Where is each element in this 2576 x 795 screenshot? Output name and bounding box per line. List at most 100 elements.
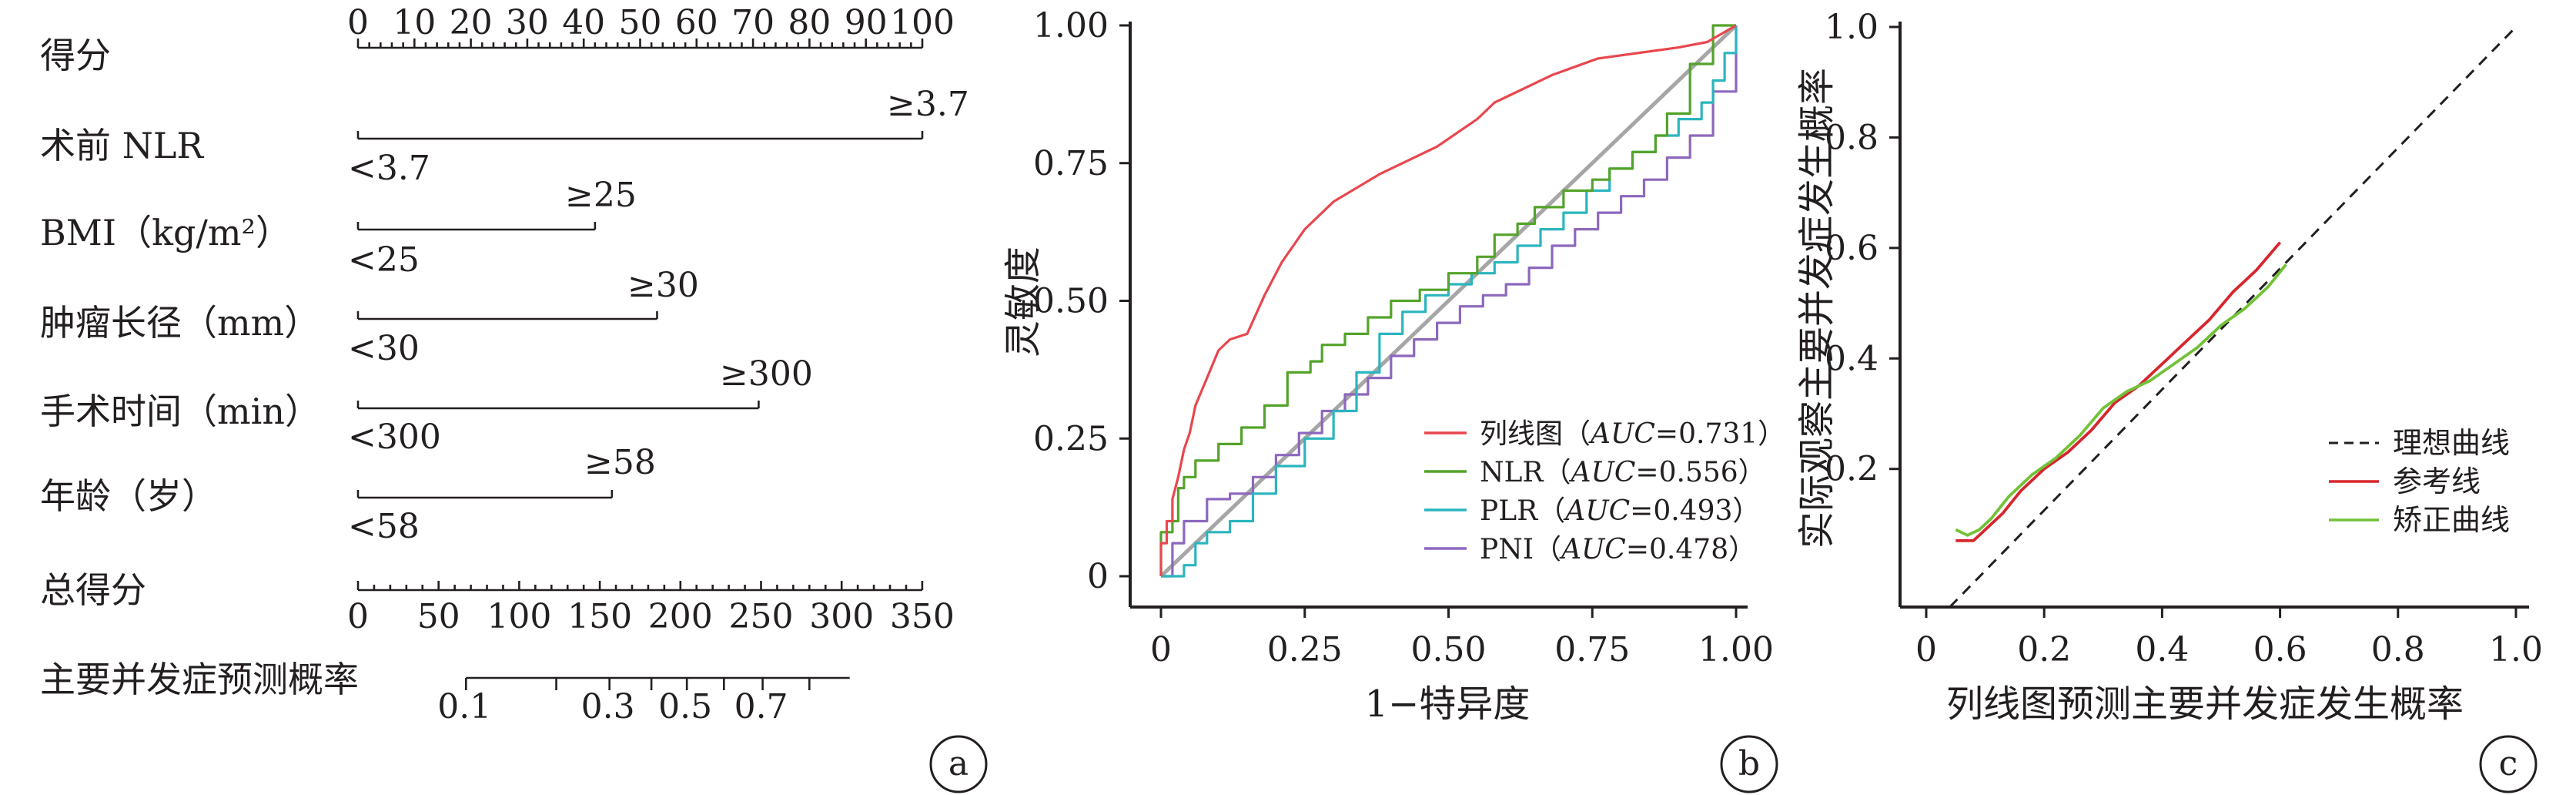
roc-x-axis-title: 1−特异度	[1365, 683, 1531, 726]
roc-x-tick-label: 0	[1150, 630, 1172, 669]
roc-y-tick-label: 0.50	[1033, 282, 1109, 321]
roc-curve-pni	[1161, 25, 1738, 578]
prob-tick-label: 0.3	[581, 687, 635, 726]
probability-axis: 0.1 0.3 0.5 0.7	[437, 676, 850, 726]
panel-label-a: a	[948, 744, 969, 783]
tumor-label: 肿瘤长径（mm）	[40, 302, 319, 344]
cal-plot-area	[1949, 25, 2517, 609]
age-high-label: ≥58	[584, 443, 656, 482]
points-tick-label: 20	[450, 3, 493, 42]
panel-label-circle-b	[1720, 735, 1778, 793]
total-tick-label: 150	[567, 597, 632, 636]
panel-label-circle-c	[2479, 735, 2538, 793]
prob-tick-label: 0.1	[437, 687, 491, 726]
prob-label: 主要并发症预测概率	[40, 659, 359, 700]
points-tick-label: 100	[890, 3, 955, 42]
total-points-axis: 0 50 100 150 200 250 300 350	[347, 581, 955, 636]
cal-legend: 理想曲线 参考线 矫正曲线	[2329, 426, 2510, 537]
tumor-scale	[356, 311, 658, 320]
bmi-scale	[356, 222, 597, 231]
cal-y-ticks: 0.2 0.4 0.6 0.8 1.0	[1825, 8, 1900, 489]
points-tick-label: 80	[788, 3, 831, 42]
points-tick-label: 90	[845, 3, 888, 42]
points-tick-label: 30	[506, 3, 549, 42]
nomogram-panel: 得分 0 10 20 30 40 50 60 70 80 90 100 术前 NLR ≥3.7 <3…	[40, 3, 988, 793]
roc-y-ticks: 0 0.25 0.50 0.75 1.00	[1033, 6, 1130, 596]
bmi-label: BMI（kg/m²）	[40, 212, 291, 253]
age-low-label: <58	[348, 507, 420, 546]
cal-corrected-curve	[1955, 263, 2287, 537]
points-tick-label: 60	[675, 3, 718, 42]
op-time-high-label: ≥300	[720, 354, 813, 394]
roc-x-tick-label: 1.00	[1698, 630, 1774, 669]
cal-x-tick-label: 0	[1915, 630, 1937, 669]
cal-y-tick-label: 0.4	[1825, 339, 1878, 378]
total-tick-label: 200	[648, 597, 713, 636]
cal-y-axis-title: 实际观察主要并发症发生概率	[1795, 68, 1838, 548]
age-scale	[356, 490, 614, 499]
points-tick-label: 40	[562, 3, 605, 42]
cal-x-tick-label: 0.4	[2135, 630, 2189, 669]
points-axis: 0 10 20 30 40 50 60 70 80 90 100	[347, 3, 955, 49]
total-points-label: 总得分	[40, 569, 146, 611]
roc-reference-line	[1159, 24, 1738, 578]
op-time-scale	[356, 401, 760, 410]
legend-entry-pni: PNI（AUC=0.478）	[1480, 534, 1756, 565]
calibration-panel: 0 0.2 0.4 0.6 0.8 1.0 0.2 0.4 0.6 0.8 1.0 列线图预测主要…	[1795, 8, 2543, 793]
total-tick-label: 250	[729, 597, 794, 636]
bmi-high-label: ≥25	[565, 176, 637, 215]
roc-x-tick-label: 0.75	[1554, 630, 1630, 669]
panel-label-c: c	[2499, 744, 2518, 783]
nlr-label: 术前 NLR	[40, 125, 204, 166]
roc-x-ticks: 0 0.25 0.50 0.75 1.00	[1150, 607, 1774, 669]
legend-entry-plr: PLR（AUC=0.493）	[1480, 495, 1760, 527]
op-time-low-label: <300	[348, 418, 441, 457]
total-tick-label: 50	[417, 597, 460, 636]
op-time-label: 手术时间（min）	[40, 391, 320, 432]
cal-x-tick-label: 0.2	[2017, 630, 2071, 669]
cal-y-tick-label: 0.2	[1825, 450, 1878, 489]
cal-ideal-line	[1949, 25, 2517, 609]
cal-x-tick-label: 0.8	[2371, 630, 2425, 669]
roc-curve-plr	[1161, 25, 1738, 578]
total-tick-label: 350	[890, 597, 955, 636]
tumor-low-label: <30	[348, 329, 420, 368]
roc-y-tick-label: 1.00	[1033, 6, 1109, 45]
age-label: 年龄（岁）	[40, 475, 217, 517]
bmi-low-label: <25	[348, 240, 420, 280]
legend-entry-nomogram: 列线图（AUC=0.731）	[1480, 418, 1785, 450]
prob-tick-label: 0.7	[734, 687, 788, 726]
roc-plot-area	[1159, 24, 1738, 578]
roc-y-tick-label: 0.25	[1033, 419, 1109, 458]
cal-y-tick-label: 0.8	[1825, 118, 1878, 157]
roc-x-tick-label: 0.25	[1267, 630, 1343, 669]
points-tick-label: 50	[619, 3, 662, 42]
cal-reference-curve	[1955, 241, 2282, 542]
total-tick-label: 300	[809, 597, 874, 636]
roc-y-axis-title: 灵敏度	[1002, 247, 1045, 357]
cal-x-tick-label: 1.0	[2489, 630, 2543, 669]
roc-y-tick-label: 0	[1087, 557, 1109, 596]
nlr-scale	[356, 131, 924, 140]
total-tick-label: 0	[347, 597, 369, 636]
panel-label-b: b	[1738, 744, 1760, 783]
cal-x-tick-label: 0.6	[2253, 630, 2307, 669]
roc-legend: 列线图（AUC=0.731） NLR（AUC=0.556） PLR（AUC=0.…	[1424, 418, 1785, 565]
nlr-low-label: <3.7	[348, 149, 430, 188]
points-tick-label: 0	[347, 3, 369, 42]
nlr-high-label: ≥3.7	[887, 85, 969, 124]
roc-x-tick-label: 0.50	[1411, 630, 1487, 669]
cal-y-tick-label: 0.6	[1825, 229, 1878, 268]
tumor-high-label: ≥30	[627, 266, 699, 305]
roc-y-tick-label: 0.75	[1033, 144, 1109, 183]
roc-panel: 0 0.25 0.50 0.75 1.00 0 0.25 0.50 0.75 1.00 1−特异…	[1002, 6, 1785, 793]
cal-y-tick-label: 1.0	[1825, 8, 1878, 47]
points-tick-label: 70	[731, 3, 774, 42]
legend-entry-ideal: 理想曲线	[2393, 426, 2510, 460]
cal-x-axis-title: 列线图预测主要并发症发生概率	[1946, 683, 2464, 726]
panel-label-circle-a	[929, 735, 988, 793]
points-tick-label: 10	[393, 3, 436, 42]
cal-x-ticks: 0 0.2 0.4 0.6 0.8 1.0	[1915, 607, 2543, 669]
roc-curve-nomogram	[1159, 24, 1737, 576]
